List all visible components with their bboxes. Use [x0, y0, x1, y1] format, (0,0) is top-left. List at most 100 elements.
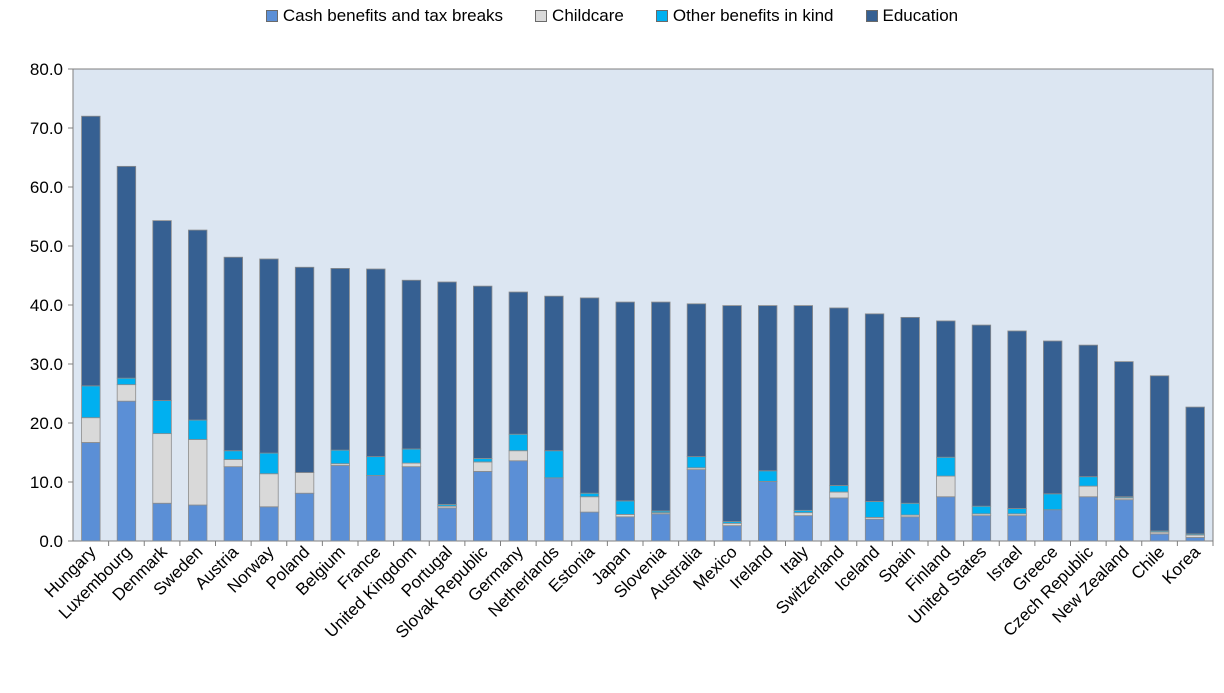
bar-segment	[579, 511, 600, 542]
bar-segment	[401, 466, 422, 542]
bar-segment	[793, 515, 813, 542]
bar-segment	[223, 459, 243, 468]
bar-segment	[473, 470, 493, 542]
bar-segment	[936, 496, 956, 542]
bar-segment	[864, 501, 885, 518]
bar-segment	[330, 465, 350, 542]
bar-segment	[936, 320, 956, 458]
bar-segment	[1043, 509, 1063, 542]
bar-segment	[829, 485, 849, 493]
bar-segment	[401, 279, 422, 450]
bar-segment	[116, 400, 137, 542]
plot-area: 0.010.020.030.040.050.060.070.080.0Hunga…	[30, 60, 1214, 642]
bar-segment	[544, 450, 564, 479]
bar-segment	[366, 456, 386, 476]
x-tick-label: Korea	[1158, 542, 1204, 588]
bar-segment	[294, 492, 315, 542]
y-tick-label: 10.0	[30, 473, 63, 492]
bar-segment	[615, 301, 635, 502]
bar-segment	[1078, 476, 1098, 487]
bar-segment	[722, 305, 742, 522]
bar-segment	[473, 457, 493, 463]
bar-segment	[651, 513, 671, 542]
bar-segment	[1043, 493, 1063, 511]
bar-segment	[1185, 406, 1205, 535]
bar-segment	[793, 305, 813, 511]
bar-segment	[259, 473, 279, 508]
bar-segment	[900, 316, 920, 504]
bar-segment	[223, 466, 243, 542]
bar-segment	[900, 516, 920, 542]
legend-label-education: Education	[882, 6, 959, 25]
bar-segment	[936, 475, 956, 498]
y-tick-label: 40.0	[30, 296, 63, 315]
bar-segment	[330, 268, 350, 451]
bar-segment	[81, 385, 101, 419]
bar-segment	[971, 505, 992, 515]
bar-segment	[544, 295, 564, 452]
legend-item-other: Other benefits in kind	[655, 6, 834, 26]
bar-segment	[473, 461, 493, 472]
y-tick-label: 60.0	[30, 178, 63, 197]
bar-segment	[758, 305, 778, 472]
bar-segment	[116, 165, 137, 379]
bar-segment	[1043, 340, 1063, 495]
bar-segment	[152, 502, 172, 542]
bar-segment	[900, 502, 920, 516]
bar-segment	[294, 266, 315, 473]
bar-segment	[686, 469, 707, 542]
legend-item-education: Education	[865, 6, 959, 26]
bar-segment	[188, 229, 208, 421]
bar-segment	[1114, 499, 1134, 542]
bar-segment	[1078, 485, 1098, 498]
bar-segment	[366, 268, 386, 458]
bar-segment	[508, 291, 528, 435]
bar-segment	[188, 439, 208, 506]
y-tick-label: 80.0	[30, 60, 63, 79]
bar-segment	[508, 460, 528, 542]
bar-segment	[1149, 375, 1170, 532]
bar-segment	[829, 491, 849, 499]
bar-segment	[116, 377, 137, 386]
bar-segment	[758, 481, 778, 542]
y-tick-label: 50.0	[30, 237, 63, 256]
bar-segment	[152, 433, 172, 504]
bar-segment	[758, 470, 778, 482]
bar-segment	[1078, 344, 1098, 478]
bar-segment	[971, 515, 992, 542]
legend-item-childcare: Childcare	[535, 6, 624, 26]
bar-segment	[686, 456, 707, 469]
bar-segment	[722, 525, 742, 542]
legend-swatch-education	[865, 10, 878, 22]
bar-segment	[473, 285, 493, 459]
bar-segment	[864, 313, 885, 502]
bar-segment	[686, 303, 707, 458]
bar-segment	[81, 417, 101, 443]
bar-segment	[223, 256, 243, 452]
bar-segment	[294, 472, 315, 494]
bar-segment	[971, 324, 992, 507]
bar-segment	[152, 220, 172, 401]
bar-segment	[259, 452, 279, 475]
bar-segment	[81, 442, 101, 542]
bar-segment	[864, 518, 885, 542]
bar-segment	[508, 450, 528, 462]
bar-segment	[259, 258, 279, 454]
legend-label-cash: Cash benefits and tax breaks	[282, 6, 504, 25]
bar-segment	[615, 516, 635, 542]
legend-swatch-childcare	[535, 10, 548, 22]
bar-segment	[330, 449, 350, 465]
bar-segment	[188, 504, 208, 542]
bar-segment	[544, 477, 564, 542]
y-tick-label: 30.0	[30, 355, 63, 374]
bar-segment	[829, 497, 849, 542]
bar-segment	[259, 506, 279, 542]
legend-swatch-cash	[265, 10, 278, 22]
bar-segment	[366, 475, 386, 542]
bar-segment	[829, 307, 849, 486]
y-tick-label: 20.0	[30, 414, 63, 433]
bar-segment	[651, 301, 671, 512]
bar-segment	[81, 115, 101, 387]
bar-segment	[936, 456, 956, 477]
